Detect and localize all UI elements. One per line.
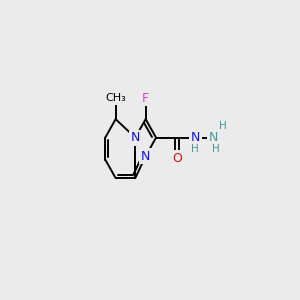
Text: H: H: [212, 144, 220, 154]
Text: O: O: [172, 152, 182, 165]
Text: CH₃: CH₃: [105, 93, 126, 103]
Text: F: F: [142, 92, 149, 105]
Text: H: H: [191, 144, 199, 154]
Text: H: H: [219, 121, 227, 131]
Text: N: N: [209, 131, 218, 144]
Text: N: N: [141, 150, 150, 163]
Text: N: N: [130, 131, 140, 144]
Text: N: N: [190, 131, 200, 144]
